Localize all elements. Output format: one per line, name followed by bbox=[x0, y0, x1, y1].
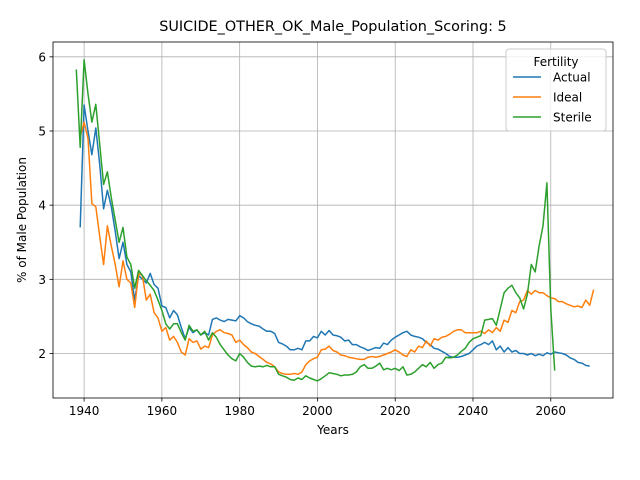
x-tick-label: 2040 bbox=[458, 404, 489, 418]
x-tick-label: 1980 bbox=[224, 404, 255, 418]
legend-box bbox=[505, 48, 607, 132]
legend-title: Fertility bbox=[533, 55, 578, 69]
y-tick-label: 5 bbox=[38, 125, 46, 139]
x-tick-label: 1940 bbox=[69, 404, 100, 418]
legend-label-ideal: Ideal bbox=[553, 91, 582, 105]
legend-entries: Actual Ideal Sterile bbox=[513, 71, 592, 125]
y-axis-label: % of Male Population bbox=[15, 157, 29, 283]
x-tick-label: 2060 bbox=[536, 404, 567, 418]
series-lines bbox=[75, 59, 595, 382]
y-tick-label: 3 bbox=[38, 273, 46, 287]
series-line-sterile bbox=[75, 59, 556, 382]
x-tick-label: 2020 bbox=[380, 404, 411, 418]
x-tick-label: 1960 bbox=[147, 404, 178, 418]
series-line-ideal bbox=[79, 121, 595, 376]
series-line-actual bbox=[79, 104, 590, 367]
plot-area-frame bbox=[52, 41, 614, 399]
y-tick-label: 6 bbox=[38, 50, 46, 64]
y-tick-label: 2 bbox=[38, 347, 46, 361]
x-axis-label: Years bbox=[316, 423, 349, 437]
y-axis-ticks: 2 3 4 5 6 bbox=[38, 50, 53, 361]
legend: Fertility Actual Ideal Sterile bbox=[505, 48, 607, 132]
x-axis-ticks: 1940 1960 1980 2000 2020 2040 2060 bbox=[69, 398, 566, 418]
y-tick-label: 4 bbox=[38, 199, 46, 213]
legend-label-sterile: Sterile bbox=[553, 111, 592, 125]
chart-title: SUICIDE_OTHER_OK_Male_Population_Scoring… bbox=[159, 19, 506, 35]
x-tick-label: 2000 bbox=[302, 404, 333, 418]
legend-label-actual: Actual bbox=[553, 71, 591, 85]
